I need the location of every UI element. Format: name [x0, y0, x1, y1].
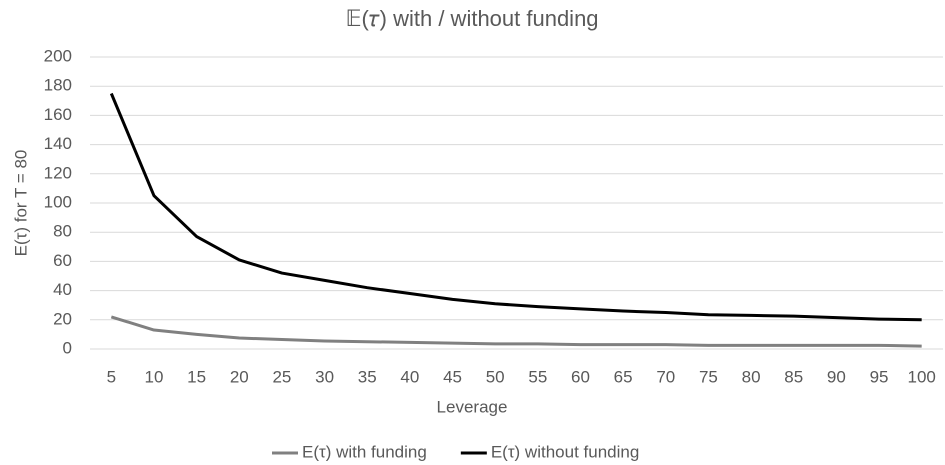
x-tick-label: 25: [272, 367, 291, 386]
x-tick-label: 5: [107, 367, 116, 386]
x-tick-label: 30: [315, 367, 334, 386]
y-tick-label: 20: [53, 309, 72, 328]
x-tick-label: 50: [486, 367, 505, 386]
series-line: [110, 315, 922, 348]
y-tick-label: 60: [53, 251, 72, 270]
y-tick-label: 120: [44, 163, 72, 182]
y-tick-label: 100: [44, 192, 72, 211]
legend-label: E(τ) without funding: [491, 442, 639, 461]
x-axis-label: Leverage: [437, 397, 508, 416]
x-tick-label: 15: [187, 367, 206, 386]
x-tick-label: 85: [784, 367, 803, 386]
x-tick-label: 70: [656, 367, 675, 386]
y-tick-label: 80: [53, 222, 72, 241]
x-tick-label: 75: [699, 367, 718, 386]
x-tick-label: 65: [614, 367, 633, 386]
y-axis-label: E(τ) for T = 80: [11, 150, 30, 257]
y-tick-label: 160: [44, 105, 72, 124]
y-tick-label: 180: [44, 76, 72, 95]
x-tick-label: 20: [230, 367, 249, 386]
x-tick-label: 90: [827, 367, 846, 386]
x-tick-label: 80: [742, 367, 761, 386]
x-tick-label: 35: [358, 367, 377, 386]
chart-title: 𝔼(𝜏) with / without funding: [345, 6, 598, 31]
y-tick-label: 200: [44, 46, 72, 65]
legend-label: E(τ) with funding: [302, 442, 427, 461]
y-tick-label: 40: [53, 280, 72, 299]
x-tick-label: 45: [443, 367, 462, 386]
y-tick-label: 140: [44, 134, 72, 153]
series-line: [109, 92, 922, 322]
y-tick-label: 0: [63, 338, 72, 357]
x-tick-label: 10: [145, 367, 164, 386]
x-tick-label: 55: [528, 367, 547, 386]
x-tick-label: 60: [571, 367, 590, 386]
x-tick-label: 100: [907, 367, 935, 386]
x-tick-label: 95: [870, 367, 889, 386]
x-tick-label: 40: [400, 367, 419, 386]
